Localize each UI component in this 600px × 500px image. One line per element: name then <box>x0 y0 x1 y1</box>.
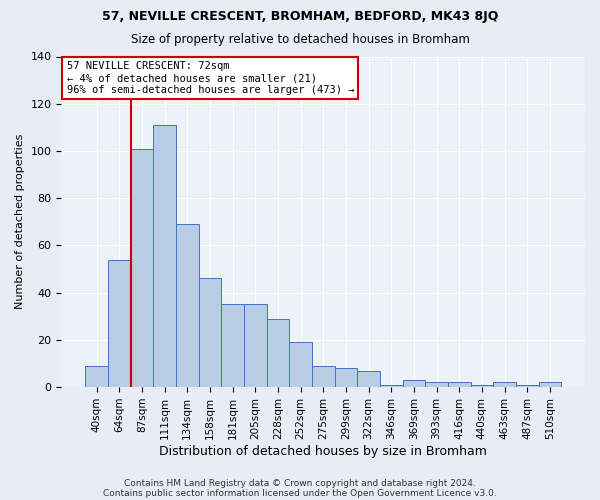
Text: Size of property relative to detached houses in Bromham: Size of property relative to detached ho… <box>131 32 469 46</box>
Bar <box>403 380 425 387</box>
Bar <box>516 384 539 387</box>
Bar <box>153 125 176 387</box>
Y-axis label: Number of detached properties: Number of detached properties <box>15 134 25 310</box>
Bar <box>380 384 403 387</box>
Bar <box>199 278 221 387</box>
Bar <box>131 148 153 387</box>
Bar <box>448 382 470 387</box>
Bar <box>425 382 448 387</box>
Bar <box>108 260 131 387</box>
Bar <box>357 370 380 387</box>
Bar <box>539 382 561 387</box>
Bar <box>176 224 199 387</box>
Bar <box>221 304 244 387</box>
Bar <box>244 304 266 387</box>
Bar <box>335 368 357 387</box>
X-axis label: Distribution of detached houses by size in Bromham: Distribution of detached houses by size … <box>159 444 487 458</box>
Bar <box>85 366 108 387</box>
Bar <box>493 382 516 387</box>
Text: 57 NEVILLE CRESCENT: 72sqm
← 4% of detached houses are smaller (21)
96% of semi-: 57 NEVILLE CRESCENT: 72sqm ← 4% of detac… <box>67 62 354 94</box>
Bar <box>289 342 312 387</box>
Text: Contains public sector information licensed under the Open Government Licence v3: Contains public sector information licen… <box>103 488 497 498</box>
Bar <box>266 318 289 387</box>
Text: 57, NEVILLE CRESCENT, BROMHAM, BEDFORD, MK43 8JQ: 57, NEVILLE CRESCENT, BROMHAM, BEDFORD, … <box>102 10 498 23</box>
Text: Contains HM Land Registry data © Crown copyright and database right 2024.: Contains HM Land Registry data © Crown c… <box>124 478 476 488</box>
Bar <box>312 366 335 387</box>
Bar <box>470 384 493 387</box>
